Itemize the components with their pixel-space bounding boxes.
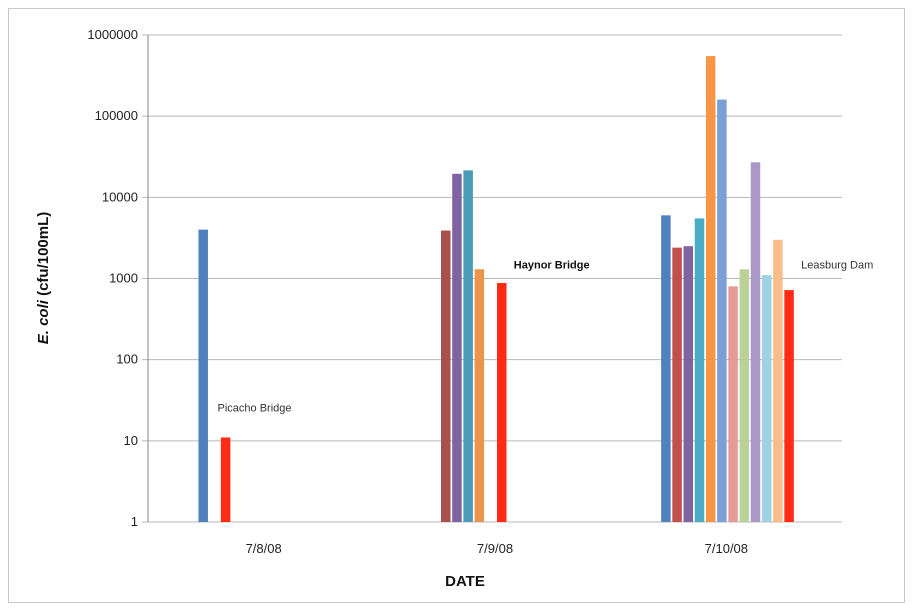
bar (683, 246, 694, 522)
bar (694, 218, 705, 522)
bar (198, 229, 208, 522)
bar (705, 56, 716, 523)
group-annotation: Haynor Bridge (514, 260, 590, 272)
x-tick-label: 7/9/08 (477, 541, 513, 556)
y-tick-label: 1000 (109, 271, 138, 286)
bar (497, 283, 507, 522)
bar (672, 247, 682, 522)
bar (739, 269, 750, 522)
bar (728, 286, 738, 522)
x-tick-label: 7/8/08 (246, 541, 282, 556)
y-tick-label: 100 (116, 352, 138, 367)
x-axis-title: DATE (445, 573, 485, 590)
bar (773, 239, 783, 522)
bar (441, 230, 451, 522)
bar (220, 437, 231, 522)
bar (761, 275, 772, 522)
y-tick-label: 100000 (95, 108, 138, 123)
bar (452, 173, 462, 523)
y-tick-label: 10 (124, 433, 138, 448)
x-tick-label: 7/10/08 (705, 541, 748, 556)
bars (198, 56, 794, 523)
y-axis-title-rest: (cfu/100mL) (35, 212, 52, 300)
bar (784, 290, 794, 522)
bar (750, 162, 761, 522)
y-axis-title: E. coli (cfu/100mL) (35, 212, 52, 345)
y-tick-label: 1000000 (87, 27, 138, 42)
y-tick-label: 10000 (102, 189, 138, 204)
y-axis-title-italic: E. coli (35, 299, 52, 344)
bar (717, 99, 727, 522)
y-tick-label: 1 (131, 514, 138, 529)
bar (463, 170, 473, 523)
x-tick-labels: 7/8/08 7/9/08 7/10/08 (246, 541, 748, 556)
group-annotation: Picacho Bridge (218, 402, 292, 414)
bar (474, 269, 485, 522)
annotations: Picacho Bridge Haynor Bridge Leasburg Dam (218, 260, 874, 415)
bar (661, 215, 671, 522)
y-tick-labels: 1 10 100 1000 10000 100000 1000000 (87, 27, 138, 529)
group-annotation: Leasburg Dam (801, 260, 873, 272)
